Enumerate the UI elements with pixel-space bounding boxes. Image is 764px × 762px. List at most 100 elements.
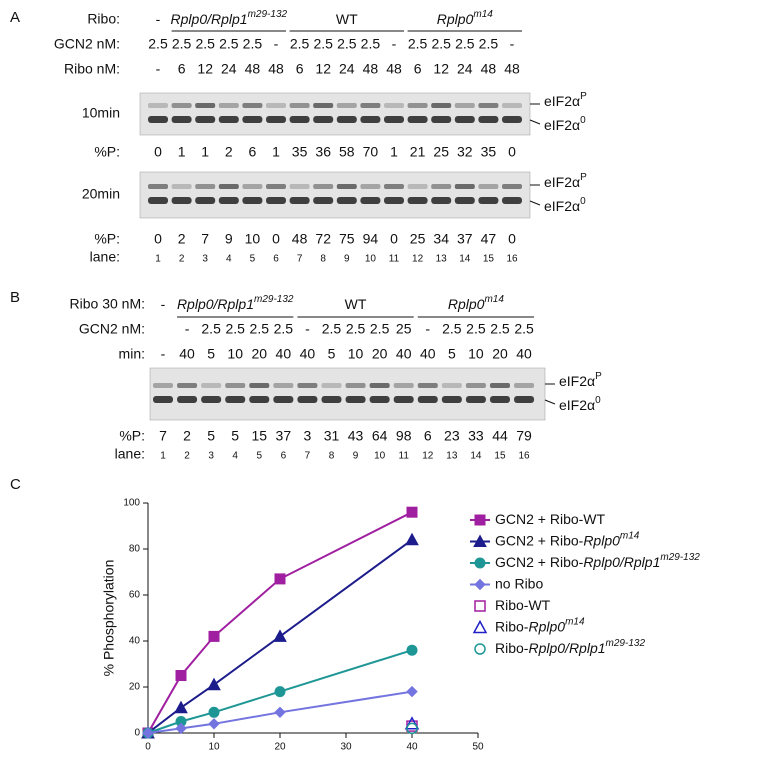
cell: 2.5 (346, 321, 366, 337)
x-tick-label: 0 (145, 742, 151, 753)
pct-value: 23 (444, 428, 460, 444)
y-tick-label: 0 (134, 728, 140, 739)
gel-band (289, 103, 310, 108)
band-label-text: eIF2α (544, 174, 580, 190)
gel-band (431, 197, 452, 204)
gel-band (489, 396, 510, 403)
group-label-text: Rplp0 (437, 11, 474, 27)
gel-band (266, 184, 286, 189)
band-label-text: eIF2α (559, 373, 595, 389)
lane-number: 14 (470, 451, 482, 462)
gel-band (360, 116, 381, 123)
pct-value: 34 (433, 231, 449, 247)
pct-value: 7 (201, 231, 209, 247)
legend-text-em: Rplp0/Rplp1 (583, 554, 660, 570)
gel-band (384, 184, 404, 189)
pct-value: 6 (424, 428, 432, 444)
band-label-sup: 0 (580, 196, 586, 207)
pct-value: 25 (410, 231, 426, 247)
lane-number: 13 (446, 451, 458, 462)
lane-number: 7 (297, 254, 303, 265)
cell: 6 (296, 61, 304, 77)
gel-band (336, 184, 357, 189)
group-label: Rplp0m14 (448, 294, 504, 312)
pct-value: 2 (225, 144, 233, 160)
cell: 20 (492, 346, 508, 362)
gel-band (218, 197, 239, 204)
gel-band (336, 103, 357, 108)
cell: 2.5 (274, 321, 294, 337)
cell: 48 (481, 61, 497, 77)
group-label-text: Rplp0/Rplp1 (177, 296, 254, 312)
cell: 40 (396, 346, 412, 362)
lane-number: 16 (506, 254, 518, 265)
gel-band (407, 103, 428, 108)
gel-band (273, 396, 294, 403)
cell: 2.5 (313, 36, 333, 52)
row-label: lane: (115, 446, 145, 462)
marker (474, 600, 486, 612)
cell: 40 (420, 346, 436, 362)
gel-band (242, 197, 263, 204)
gel-band (218, 116, 239, 123)
legend-text-sup: m14 (620, 531, 640, 542)
legend-text-sup: m29-132 (660, 552, 700, 563)
gel-band (384, 116, 404, 123)
group-label-sup: m14 (473, 9, 493, 20)
group-label-text: Rplp0/Rplp1 (171, 11, 248, 27)
gel-band (266, 116, 286, 123)
cell: 48 (268, 61, 284, 77)
gel-band (289, 184, 310, 189)
cell: 2.5 (225, 321, 245, 337)
cell: 2.5 (431, 36, 451, 52)
gel-band (218, 184, 239, 189)
cell: 5 (328, 346, 336, 362)
band-label: eIF2α0 (559, 395, 601, 413)
cell: 2.5 (172, 36, 192, 52)
marker (406, 722, 418, 735)
legend-text: Ribo- (495, 640, 529, 656)
lane-number: 10 (365, 254, 377, 265)
marker (142, 727, 154, 739)
marker (406, 506, 418, 518)
x-tick-label: 10 (208, 742, 220, 753)
cell: 20 (372, 346, 388, 362)
gel-band (502, 184, 522, 189)
cell: 2.5 (466, 321, 486, 337)
gel-band (249, 383, 270, 388)
lane-number: 6 (281, 451, 287, 462)
marker (474, 557, 486, 569)
pct-value: 47 (481, 231, 497, 247)
group-label-sup: m29-132 (254, 294, 294, 305)
gel-band (177, 396, 198, 403)
marker (274, 686, 286, 698)
pct-value: 32 (457, 144, 473, 160)
band-label: eIF2α0 (544, 115, 586, 133)
pct-value: 1 (390, 144, 398, 160)
row-label: Ribo 30 nM: (70, 296, 145, 312)
lane-number: 9 (353, 451, 359, 462)
row-label: min: (119, 346, 145, 362)
marker (406, 685, 418, 698)
lane-number: 4 (232, 451, 238, 462)
marker (174, 700, 188, 714)
cell: 40 (276, 346, 292, 362)
gel-band (289, 197, 310, 204)
gel-band (195, 184, 216, 189)
legend-entry: Ribo-Rplp0/Rplp1m29-132 (495, 638, 645, 656)
marker (472, 619, 488, 634)
marker (474, 643, 486, 655)
legend-text: GCN2 + Ribo- (495, 532, 584, 548)
marker (473, 534, 487, 547)
pct-value: 15 (251, 428, 267, 444)
cell: 6 (414, 61, 422, 77)
cell: 2.5 (442, 321, 462, 337)
lane-number: 3 (208, 451, 214, 462)
band-label-text: eIF2α (559, 397, 595, 413)
pct-value: 1 (201, 144, 209, 160)
y-tick-label: 60 (129, 590, 141, 601)
lane-number: 13 (436, 254, 448, 265)
group-label: Rplp0/Rplp1m29-132 (171, 9, 288, 27)
cell: 2.5 (408, 36, 428, 52)
cell: 24 (457, 61, 473, 77)
